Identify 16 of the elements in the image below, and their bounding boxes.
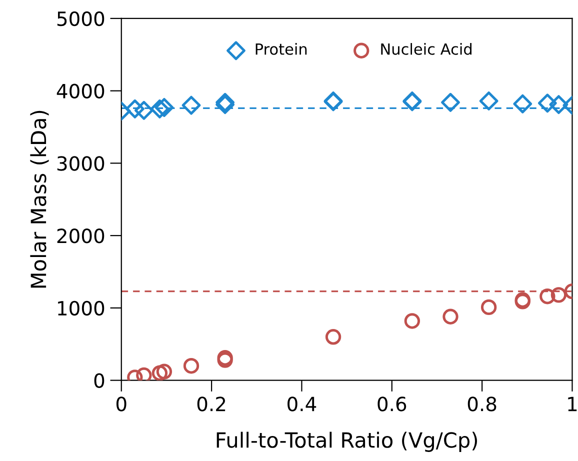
x-tick-label: 0.4 <box>288 396 316 412</box>
y-tick-label: 5000 <box>57 11 104 26</box>
x-tick-label: 0.8 <box>468 396 496 412</box>
x-tick-label: 0 <box>116 396 126 412</box>
y-tick-label: 2000 <box>57 228 104 244</box>
y-tick-label: 1000 <box>58 300 104 316</box>
y-tick-label: 4000 <box>56 84 104 98</box>
legend-label: Protein <box>256 43 307 55</box>
y-tick-label: 3000 <box>57 156 104 171</box>
x-axis-title: Full-to-Total Ratio (Vg/Cp) <box>216 432 477 452</box>
y-tick-label: 0 <box>94 373 104 388</box>
x-tick-label: 1 <box>568 396 577 412</box>
y-axis-title: Molar Mass (kDa) <box>30 110 49 288</box>
x-tick-label: 0.6 <box>378 396 406 412</box>
x-tick-label: 0.2 <box>197 396 226 412</box>
legend-label: Nucleic Acid <box>381 43 472 55</box>
